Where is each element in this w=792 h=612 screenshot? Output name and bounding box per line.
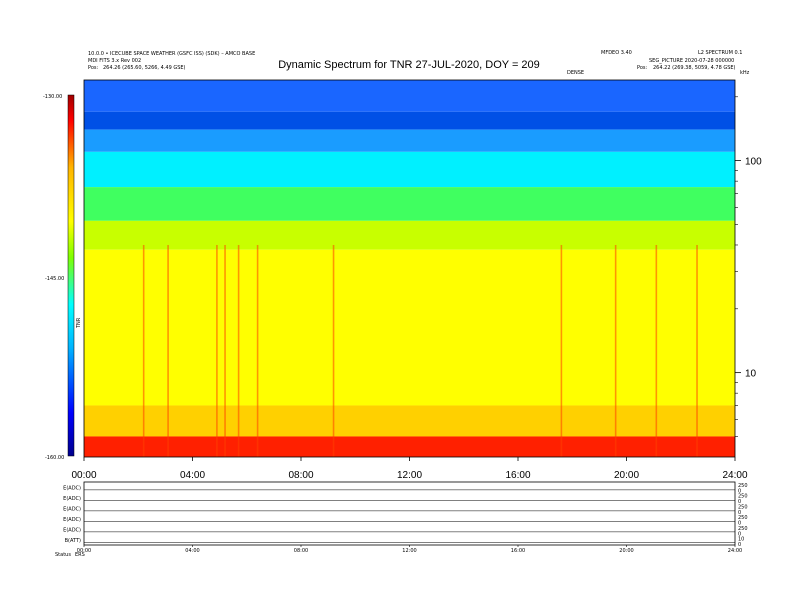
burst-mark — [142, 244, 145, 457]
burst-mark — [237, 244, 240, 457]
y-tick-label: 10 — [745, 369, 757, 380]
spectrum-band — [84, 129, 735, 152]
status-label: Status — [55, 552, 71, 558]
panel2-scale-label: 0 — [738, 542, 741, 548]
header-left-line2: MDI FITS 3.x Rev 002 — [88, 58, 141, 64]
panel2-row-label: B(ATT) — [65, 538, 81, 544]
spectrum-band — [84, 151, 735, 188]
x-tick-label: 12:00 — [397, 470, 422, 481]
x-axis: 00:00 04:00 08:00 12:00 16:00 20:00 24:00 — [71, 457, 748, 481]
panel2-frame — [83, 481, 736, 546]
header-right-product: L2 SPECTRUM 0.1 — [698, 50, 742, 56]
status-value: ERS — [75, 552, 85, 558]
y-axis: 10 100 — [735, 96, 762, 437]
x-tick-label: 16:00 — [505, 470, 530, 481]
x-tick-label: 08:00 — [288, 470, 313, 481]
panel2-x-tick-label: 24:00 — [728, 548, 742, 554]
spectrum-band — [84, 405, 735, 437]
panel2-scale-label: 0 — [738, 531, 741, 537]
colorbar-tick-mid: -145.00 — [45, 276, 64, 282]
panel2-row-label: E(ADC) — [63, 517, 81, 523]
burst-mark — [696, 244, 698, 457]
panel2-scale-label: 250 — [738, 526, 748, 532]
panel2-x-tick-label: 16:00 — [511, 548, 525, 554]
panel2-row-label: E(ADC) — [63, 485, 81, 491]
spectrum-band — [84, 80, 735, 112]
spectrum-band — [84, 436, 735, 457]
burst-mark — [167, 244, 169, 457]
panel2-scale-label: 0 — [738, 488, 741, 494]
header-left-pos-label: Pos: — [88, 65, 99, 71]
colorbar — [67, 94, 75, 457]
header-mode: DENSE — [567, 70, 584, 76]
x-tick-label: 04:00 — [180, 470, 205, 481]
panel2-scale-label: 250 — [738, 483, 748, 489]
panel2-scale-label: 250 — [738, 504, 748, 510]
chart-title: Dynamic Spectrum for TNR 27-JUL-2020, DO… — [278, 59, 540, 71]
x-tick-label: 24:00 — [722, 470, 747, 481]
header-left-line1: 10.0.0 • ICECUBE SPACE WEATHER (GSFC ISS… — [88, 51, 255, 57]
colorbar-tick-max: -130.00 — [43, 94, 62, 100]
panel2-scale-label: 250 — [738, 494, 748, 500]
panel2-row-label: E(ADC) — [63, 506, 81, 512]
spectrum-band — [84, 111, 735, 130]
y-tick-label: 100 — [745, 157, 762, 168]
burst-mark — [655, 244, 658, 457]
panel2-x-tick-label: 00:00 — [77, 548, 91, 554]
panel2-x-tick-label: 04:00 — [185, 548, 199, 554]
x-tick-label: 20:00 — [614, 470, 639, 481]
panel2-x-tick-label: 20:00 — [619, 548, 633, 554]
burst-mark — [332, 244, 335, 457]
spectrum-band — [84, 187, 735, 221]
header-left-pos-value: 264.26 (265.60, 5266, 4.49 GSE) — [103, 65, 186, 71]
panel2-scale-label: 0 — [738, 510, 741, 516]
burst-mark — [224, 244, 226, 457]
burst-mark — [216, 244, 218, 457]
colorbar-label: TNR — [76, 317, 82, 329]
panel2-scale-label: 250 — [738, 515, 748, 521]
colorbar-tick-min: -160.00 — [45, 455, 64, 461]
burst-mark — [614, 244, 617, 457]
header-right-pos-value: 264.22 (269.38, 5059, 4.78 GSE) — [653, 65, 736, 71]
panel2-x-tick-label: 12:00 — [402, 548, 416, 554]
panel2-row-label: E(ADC) — [63, 527, 81, 533]
burst-mark — [256, 244, 259, 457]
x-tick-label: 00:00 — [71, 470, 96, 481]
header-corner-unit: kHz — [740, 70, 750, 76]
panel2-scale-label: 10 — [738, 537, 744, 543]
burst-mark — [560, 244, 563, 457]
spectrum-band — [84, 220, 735, 250]
header-right-line2: SEG_PICTURE 2020-07-28 000000 — [649, 58, 734, 64]
header-right-pos-label: Pos: — [637, 65, 648, 71]
spectrum-band — [84, 249, 735, 406]
panel2-scale-label: 0 — [738, 521, 741, 527]
spectrogram — [84, 80, 735, 457]
panel2-row-label: E(ADC) — [63, 496, 81, 502]
panel2-scale-label: 0 — [738, 499, 741, 505]
panel2-x-tick-label: 08:00 — [294, 548, 308, 554]
housekeeping-panel: E(ADC)E(ADC)E(ADC)E(ADC)E(ADC)B(ATT)2500… — [55, 481, 748, 558]
header-right-version: MFDEO 3.40 — [601, 50, 632, 56]
